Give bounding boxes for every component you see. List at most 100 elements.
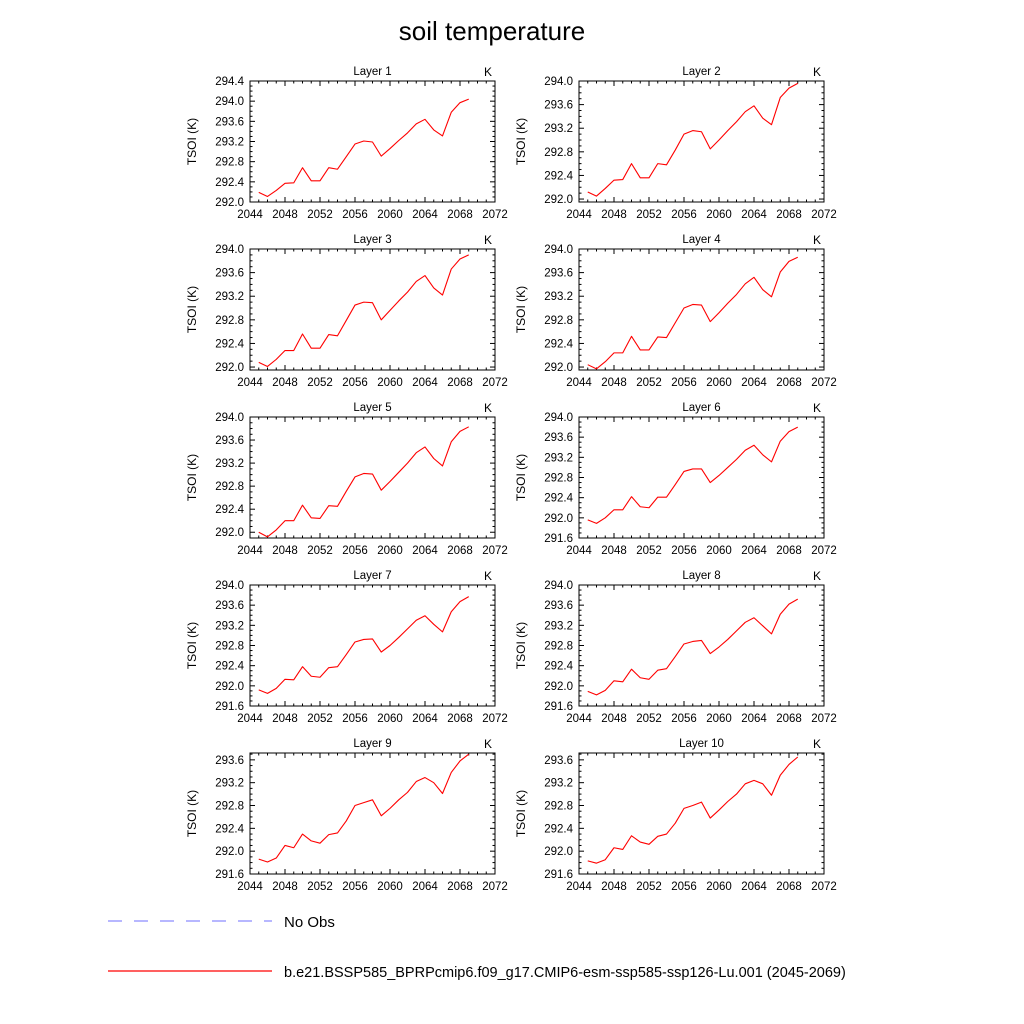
plot-frame — [249, 752, 496, 875]
y-axis-label: TSOI (K) — [185, 790, 199, 837]
x-tick-label: 2044 — [566, 209, 592, 221]
panel-layer-7: Layer 7 K TSOI (K) 2044 2048 2052 2056 2060 2064… — [185, 569, 508, 725]
x-tick-label: 2044 — [237, 209, 263, 221]
y-tick-label: 292.4 — [215, 823, 244, 835]
x-tick-label: 2056 — [671, 713, 697, 725]
panel-title: Layer 8 — [682, 570, 720, 582]
panel-title: Layer 4 — [682, 234, 721, 246]
panel-title: Layer 2 — [682, 66, 720, 78]
panel-layer-10: Layer 10 K TSOI (K) 2044 2048 2052 2056 2060 206… — [514, 737, 837, 893]
x-tick-label: 2072 — [482, 881, 508, 893]
panel-layer-6: Layer 6 K TSOI (K) 2044 2048 2052 2056 2060 2064… — [514, 401, 837, 557]
x-tick-label: 2068 — [776, 881, 802, 893]
plot-frame — [578, 584, 825, 707]
x-tick-label: 2044 — [237, 881, 263, 893]
x-tick-label: 2064 — [741, 545, 767, 557]
series-line — [258, 596, 470, 694]
y-tick-label: 292.0 — [544, 362, 573, 374]
x-tick-label: 2060 — [377, 545, 403, 557]
y-tick-label: 292.0 — [544, 681, 573, 693]
series-line — [587, 256, 798, 370]
series-line — [587, 756, 799, 864]
y-tick-label: 294.0 — [215, 96, 244, 108]
x-tick-label: 2072 — [811, 377, 837, 389]
panel-layer-9: Layer 9 K TSOI (K) 2044 2048 2052 2056 2060 2064… — [185, 737, 508, 893]
x-tick-label: 2072 — [811, 713, 837, 725]
units-label: K — [484, 65, 492, 79]
series-line — [587, 598, 799, 696]
plot-frame — [249, 416, 496, 539]
x-tick-label: 2060 — [377, 377, 403, 389]
y-tick-label: 294.4 — [215, 76, 244, 88]
y-tick-label: 292.8 — [215, 801, 244, 813]
series-line — [258, 254, 469, 368]
y-axis-label: TSOI (K) — [514, 790, 528, 837]
x-tick-label: 2060 — [706, 545, 732, 557]
y-tick-label: 293.2 — [544, 620, 573, 632]
units-label: K — [813, 401, 821, 415]
y-tick-label: 293.6 — [544, 100, 573, 112]
y-tick-label: 292.8 — [215, 315, 244, 327]
x-tick-label: 2072 — [482, 713, 508, 725]
y-tick-label: 293.2 — [544, 452, 573, 464]
x-tick-label: 2064 — [412, 713, 438, 725]
x-tick-label: 2048 — [272, 209, 298, 221]
x-tick-label: 2052 — [307, 209, 333, 221]
x-tick-label: 2044 — [237, 713, 263, 725]
y-axis-label: TSOI (K) — [514, 118, 528, 165]
x-tick-label: 2060 — [377, 881, 403, 893]
x-tick-label: 2064 — [412, 209, 438, 221]
y-tick-label: 292.4 — [544, 170, 573, 182]
units-label: K — [813, 65, 821, 79]
x-tick-label: 2068 — [776, 713, 802, 725]
x-tick-label: 2060 — [706, 881, 732, 893]
y-tick-label: 292.0 — [215, 362, 244, 374]
x-tick-label: 2068 — [776, 545, 802, 557]
series-line — [587, 426, 799, 524]
x-tick-label: 2072 — [811, 545, 837, 557]
y-axis-label: TSOI (K) — [185, 286, 199, 333]
x-tick-label: 2052 — [636, 545, 662, 557]
y-tick-label: 293.2 — [544, 123, 573, 135]
x-tick-label: 2068 — [447, 713, 473, 725]
y-axis-label: TSOI (K) — [514, 622, 528, 669]
x-tick-label: 2068 — [447, 881, 473, 893]
x-tick-label: 2056 — [342, 881, 368, 893]
legend-no-obs-label: No Obs — [284, 914, 335, 931]
plot-frame — [578, 80, 825, 203]
y-tick-label: 293.2 — [215, 137, 244, 149]
panel-layer-1: Layer 1 K TSOI (K) 2044 2048 2052 2056 2060 2064… — [185, 65, 508, 221]
x-tick-label: 2068 — [776, 377, 802, 389]
panel-layer-3: Layer 3 K TSOI (K) 2044 2048 2052 2056 2060 2064… — [185, 233, 508, 389]
y-tick-label: 292.8 — [544, 801, 573, 813]
y-tick-label: 294.0 — [544, 244, 573, 256]
x-tick-label: 2064 — [412, 377, 438, 389]
x-tick-label: 2044 — [566, 545, 592, 557]
x-tick-label: 2052 — [636, 713, 662, 725]
y-tick-label: 292.4 — [215, 504, 244, 516]
y-tick-label: 292.0 — [215, 681, 244, 693]
y-tick-label: 293.6 — [215, 268, 244, 280]
x-tick-label: 2048 — [601, 881, 627, 893]
y-tick-label: 292.0 — [215, 527, 244, 539]
panel-layer-5: Layer 5 K TSOI (K) 2044 2048 2052 2056 2060 2064… — [185, 401, 508, 557]
x-tick-label: 2060 — [377, 209, 403, 221]
x-tick-label: 2068 — [447, 377, 473, 389]
y-axis-label: TSOI (K) — [185, 454, 199, 501]
y-tick-label: 293.2 — [215, 458, 244, 470]
y-tick-label: 292.4 — [544, 338, 573, 350]
y-tick-label: 293.6 — [215, 600, 244, 612]
panel-title: Layer 9 — [353, 738, 391, 750]
x-tick-label: 2072 — [811, 881, 837, 893]
x-tick-label: 2072 — [482, 377, 508, 389]
y-tick-label: 293.2 — [215, 778, 244, 790]
x-tick-label: 2064 — [741, 881, 767, 893]
y-tick-label: 292.4 — [544, 493, 573, 505]
y-tick-label: 294.0 — [215, 244, 244, 256]
x-tick-label: 2064 — [741, 209, 767, 221]
y-tick-label: 292.4 — [215, 177, 244, 189]
plot-frame — [578, 248, 825, 371]
units-label: K — [484, 569, 492, 583]
y-tick-label: 292.8 — [544, 147, 573, 159]
